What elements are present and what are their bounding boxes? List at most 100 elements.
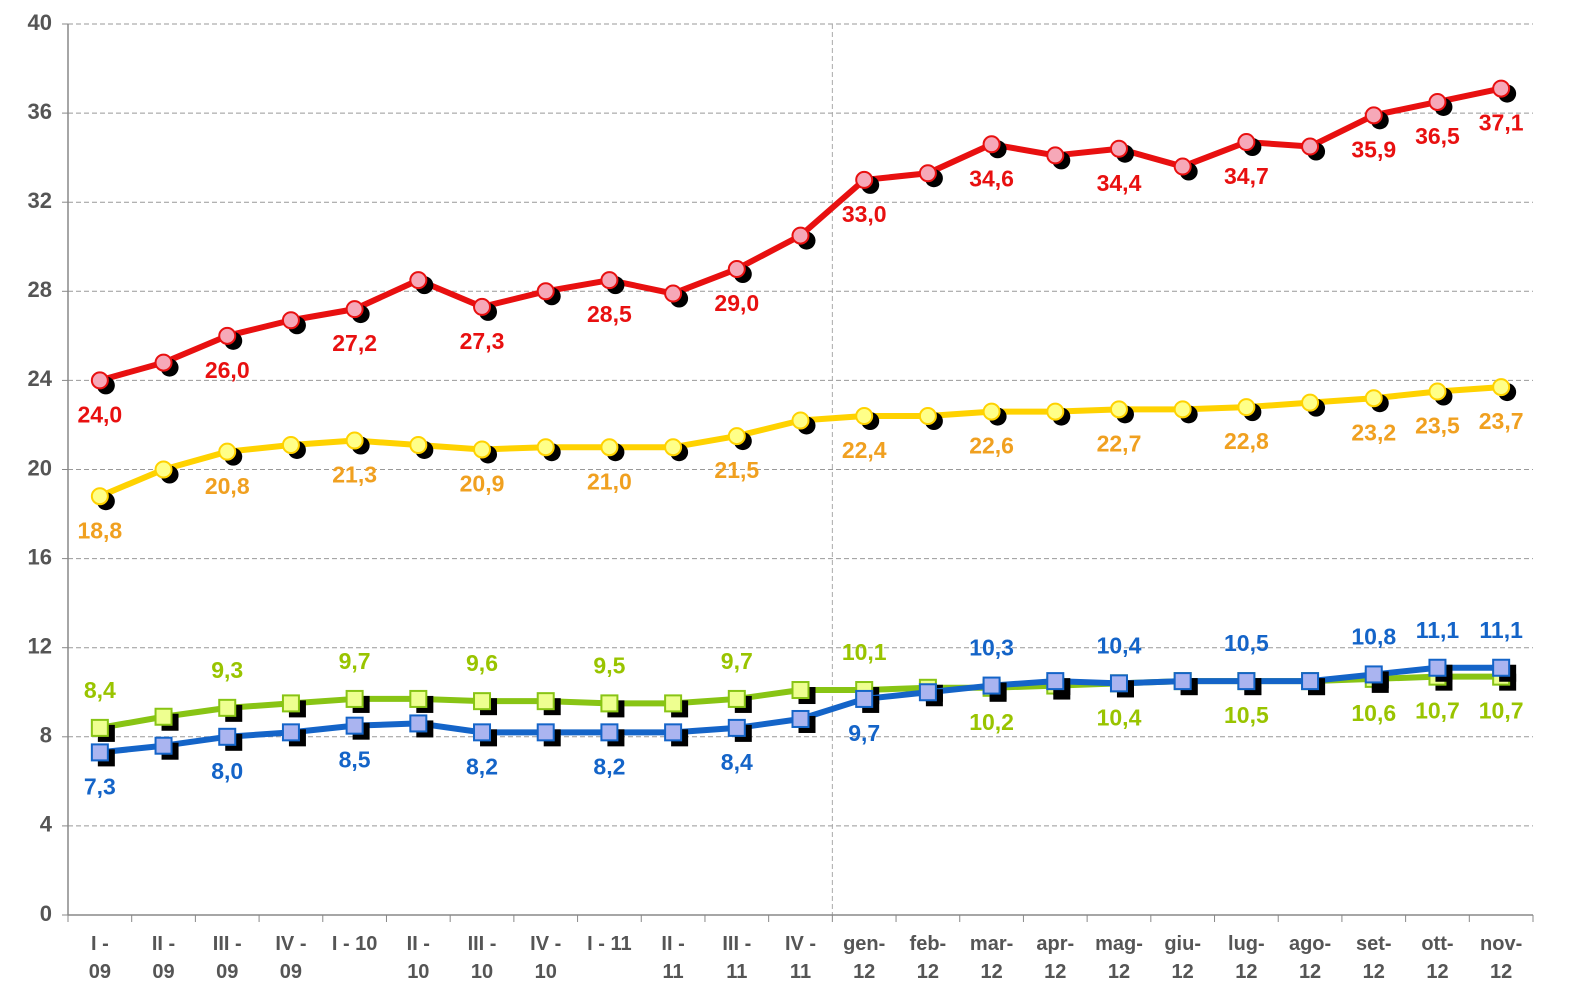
marker bbox=[154, 707, 173, 726]
x-tick-label: III -10 bbox=[468, 933, 497, 983]
marker bbox=[982, 676, 1001, 695]
x-tick-label: I -09 bbox=[89, 933, 111, 983]
marker bbox=[409, 689, 428, 708]
data-label: 10,1 bbox=[842, 639, 887, 665]
marker bbox=[982, 402, 1001, 421]
marker bbox=[664, 694, 683, 713]
data-label: 34,4 bbox=[1097, 170, 1142, 196]
marker bbox=[1428, 658, 1447, 677]
marker bbox=[536, 692, 555, 711]
data-label: 9,6 bbox=[466, 650, 498, 676]
data-label: 20,9 bbox=[460, 471, 505, 497]
marker bbox=[473, 692, 492, 711]
data-label: 22,8 bbox=[1224, 428, 1269, 454]
data-label: 9,7 bbox=[848, 720, 880, 746]
data-label: 10,4 bbox=[1097, 632, 1142, 658]
marker bbox=[90, 718, 109, 737]
data-label: 22,4 bbox=[842, 437, 887, 463]
y-tick-label: 8 bbox=[40, 723, 52, 748]
y-tick-label: 40 bbox=[28, 10, 52, 35]
data-label: 34,7 bbox=[1224, 163, 1269, 189]
data-label: 21,5 bbox=[714, 457, 759, 483]
marker bbox=[1237, 133, 1256, 152]
marker bbox=[281, 723, 300, 742]
marker bbox=[1301, 137, 1320, 156]
marker bbox=[1046, 402, 1065, 421]
marker bbox=[536, 723, 555, 742]
data-label: 11,1 bbox=[1479, 617, 1523, 643]
marker bbox=[855, 407, 874, 426]
y-tick-label: 20 bbox=[28, 455, 52, 480]
x-tick-label: lug-12 bbox=[1228, 933, 1265, 983]
marker bbox=[664, 438, 683, 457]
marker bbox=[409, 435, 428, 454]
data-label: 9,5 bbox=[593, 652, 625, 678]
x-tick-label: apr-12 bbox=[1036, 933, 1074, 983]
data-label: 21,0 bbox=[587, 468, 632, 494]
data-label: 22,6 bbox=[969, 433, 1014, 459]
x-tick-label: gen-12 bbox=[843, 933, 885, 983]
x-tick-label: II -11 bbox=[661, 933, 684, 983]
y-tick-label: 36 bbox=[28, 99, 52, 124]
marker bbox=[982, 135, 1001, 154]
marker bbox=[218, 442, 237, 461]
marker bbox=[791, 681, 810, 700]
marker bbox=[409, 714, 428, 733]
marker bbox=[536, 282, 555, 301]
y-tick-label: 0 bbox=[40, 901, 52, 926]
y-tick-label: 4 bbox=[40, 812, 53, 837]
marker bbox=[727, 260, 746, 279]
x-tick-label: IV -10 bbox=[530, 933, 561, 983]
x-tick-label: nov-12 bbox=[1480, 933, 1522, 983]
data-label: 11,1 bbox=[1416, 617, 1460, 643]
data-label: 10,2 bbox=[969, 709, 1014, 735]
series-line bbox=[98, 384, 1502, 499]
data-label: 10,4 bbox=[1097, 704, 1142, 730]
data-label: 37,1 bbox=[1479, 110, 1524, 136]
y-tick-label: 24 bbox=[28, 366, 53, 391]
data-label: 8,5 bbox=[339, 747, 371, 773]
data-label: 7,3 bbox=[84, 773, 116, 799]
marker bbox=[218, 727, 237, 746]
x-tick-label: ott-12 bbox=[1421, 933, 1453, 983]
data-label: 22,7 bbox=[1097, 430, 1142, 456]
data-label: 10,7 bbox=[1479, 698, 1524, 724]
marker bbox=[90, 487, 109, 506]
marker bbox=[281, 435, 300, 454]
marker bbox=[1301, 393, 1320, 412]
marker bbox=[600, 694, 619, 713]
marker bbox=[1109, 139, 1128, 158]
marker bbox=[154, 460, 173, 479]
marker bbox=[1173, 672, 1192, 691]
x-tick-label: IV -09 bbox=[275, 933, 306, 983]
marker bbox=[90, 371, 109, 390]
data-label: 26,0 bbox=[205, 357, 250, 383]
data-label: 8,4 bbox=[721, 749, 753, 775]
y-tick-label: 16 bbox=[28, 544, 52, 569]
marker bbox=[1301, 672, 1320, 691]
x-tick-label: I - 10 bbox=[332, 933, 378, 955]
marker bbox=[918, 164, 937, 183]
data-label: 10,5 bbox=[1224, 630, 1269, 656]
marker bbox=[855, 689, 874, 708]
data-label: 8,4 bbox=[84, 677, 116, 703]
marker bbox=[1173, 400, 1192, 419]
marker bbox=[1364, 665, 1383, 684]
marker bbox=[154, 736, 173, 755]
data-label: 10,3 bbox=[969, 635, 1014, 661]
data-label: 27,3 bbox=[460, 328, 505, 354]
marker bbox=[281, 694, 300, 713]
data-label: 10,6 bbox=[1351, 700, 1396, 726]
marker bbox=[218, 326, 237, 345]
data-label: 9,7 bbox=[721, 648, 753, 674]
data-label: 18,8 bbox=[77, 517, 122, 543]
data-label: 33,0 bbox=[842, 201, 887, 227]
marker bbox=[409, 271, 428, 290]
marker bbox=[1237, 398, 1256, 417]
marker bbox=[918, 407, 937, 426]
marker bbox=[600, 723, 619, 742]
x-tick-label: I - 11 bbox=[587, 933, 631, 955]
marker bbox=[281, 311, 300, 330]
y-tick-label: 12 bbox=[28, 634, 52, 659]
data-label: 34,6 bbox=[969, 165, 1014, 191]
